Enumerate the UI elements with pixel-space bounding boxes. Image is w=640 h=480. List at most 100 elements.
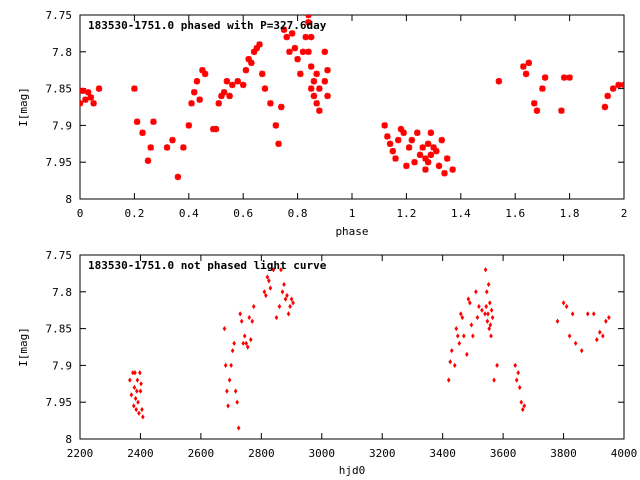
data-point bbox=[250, 48, 258, 55]
data-point bbox=[163, 144, 171, 151]
data-point bbox=[573, 340, 578, 346]
data-point bbox=[564, 303, 569, 310]
data-point bbox=[267, 100, 274, 107]
data-point bbox=[138, 388, 143, 394]
data-point bbox=[229, 362, 233, 368]
data-point bbox=[579, 348, 584, 354]
data-point bbox=[620, 81, 624, 89]
data-point bbox=[567, 333, 572, 339]
data-point bbox=[446, 377, 451, 383]
data-point bbox=[230, 348, 235, 354]
data-point bbox=[488, 322, 493, 328]
data-point bbox=[280, 289, 285, 295]
x-tick-label: 1.4 bbox=[451, 207, 471, 220]
data-point bbox=[222, 326, 227, 332]
data-point bbox=[513, 362, 517, 368]
data-point bbox=[248, 59, 255, 67]
data-point bbox=[405, 144, 413, 151]
data-point bbox=[147, 144, 154, 151]
data-point bbox=[422, 155, 429, 162]
data-point bbox=[321, 48, 328, 55]
data-point bbox=[460, 314, 465, 321]
x-tick-label: 2200 bbox=[67, 447, 94, 460]
data-point bbox=[424, 140, 432, 147]
data-point bbox=[411, 159, 418, 166]
data-point bbox=[285, 292, 289, 299]
data-point bbox=[477, 303, 481, 310]
data-point bbox=[400, 129, 407, 136]
x-tick-label: 0 bbox=[77, 207, 84, 220]
data-point bbox=[218, 92, 225, 100]
data-point bbox=[441, 170, 448, 177]
data-point bbox=[289, 296, 294, 302]
data-point bbox=[560, 74, 568, 81]
data-point bbox=[253, 44, 260, 52]
data-point bbox=[283, 296, 288, 302]
data-point bbox=[408, 136, 416, 144]
data-point bbox=[271, 267, 276, 273]
data-point bbox=[558, 107, 565, 114]
data-point bbox=[609, 85, 617, 92]
data-point bbox=[84, 89, 92, 96]
data-point bbox=[316, 85, 323, 92]
data-point bbox=[519, 399, 524, 405]
data-point bbox=[262, 289, 267, 295]
data-point bbox=[174, 173, 182, 181]
data-point bbox=[585, 311, 590, 317]
data-point bbox=[517, 384, 522, 391]
data-point bbox=[555, 318, 560, 324]
data-point bbox=[279, 267, 283, 273]
data-point bbox=[486, 281, 491, 288]
y-axis: 7.75 7.8 7.85 7.9 7.95 8 bbox=[46, 9, 624, 206]
x-axis: 2200 2400 2600 2800 3000 3200 3400 3600 3800 4000 bbox=[67, 255, 637, 460]
x-tick-label: 1.2 bbox=[396, 207, 416, 220]
data-point bbox=[299, 48, 307, 55]
y-tick-label: 8 bbox=[65, 433, 72, 446]
data-point bbox=[138, 370, 142, 376]
data-point bbox=[80, 87, 86, 95]
chart-title: 183530-1751.0 not phased light curve bbox=[88, 259, 327, 272]
data-point bbox=[229, 81, 236, 89]
data-point bbox=[541, 74, 549, 81]
y-tick-label: 7.9 bbox=[52, 359, 72, 372]
data-point bbox=[297, 70, 304, 78]
data-point bbox=[238, 311, 242, 317]
x-tick-label: 2800 bbox=[248, 447, 275, 460]
data-point bbox=[316, 107, 323, 114]
data-point bbox=[234, 78, 241, 85]
data-point bbox=[244, 340, 249, 346]
data-point bbox=[435, 162, 443, 170]
data-point bbox=[291, 300, 295, 306]
y-axis-title: I[mag] bbox=[17, 87, 30, 127]
data-point bbox=[480, 307, 484, 313]
data-point bbox=[268, 285, 273, 291]
data-point bbox=[308, 85, 315, 92]
data-point bbox=[427, 129, 435, 136]
y-tick-label: 7.75 bbox=[46, 9, 73, 22]
data-point bbox=[449, 166, 456, 173]
x-tick-label: 1.8 bbox=[560, 207, 580, 220]
data-point bbox=[522, 70, 530, 78]
data-point bbox=[310, 78, 318, 85]
data-point bbox=[595, 337, 599, 343]
data-point bbox=[133, 395, 138, 402]
x-tick-label: 0.6 bbox=[233, 207, 253, 220]
data-point bbox=[424, 159, 432, 166]
data-point bbox=[133, 118, 141, 125]
data-point bbox=[305, 15, 312, 19]
x-tick-label: 3400 bbox=[429, 447, 456, 460]
data-point bbox=[129, 392, 134, 398]
data-point bbox=[240, 81, 247, 89]
x-tick-label: 0.2 bbox=[124, 207, 144, 220]
data-point bbox=[134, 406, 139, 413]
data-point bbox=[141, 414, 145, 420]
data-point bbox=[395, 136, 402, 144]
x-tick-label: 3800 bbox=[550, 447, 577, 460]
data-point bbox=[522, 403, 527, 409]
data-point bbox=[212, 125, 220, 133]
data-point bbox=[185, 122, 192, 129]
data-point bbox=[321, 78, 328, 85]
data-point bbox=[598, 329, 602, 335]
x-tick-label: 2400 bbox=[127, 447, 154, 460]
data-point bbox=[272, 122, 280, 129]
